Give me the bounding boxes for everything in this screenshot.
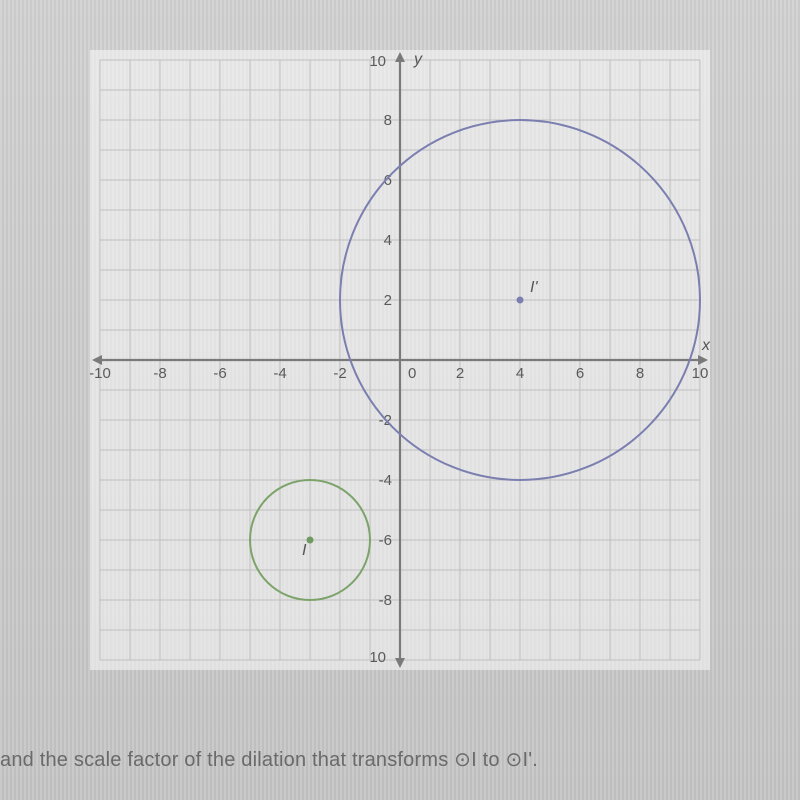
svg-text:2: 2 xyxy=(456,365,464,382)
svg-text:I: I xyxy=(302,542,307,559)
svg-text:10: 10 xyxy=(692,365,709,382)
svg-text:4: 4 xyxy=(384,232,392,249)
svg-text:10: 10 xyxy=(369,53,386,70)
svg-text:-6: -6 xyxy=(379,532,392,549)
svg-text:6: 6 xyxy=(576,365,584,382)
svg-text:-8: -8 xyxy=(153,365,166,382)
svg-text:-4: -4 xyxy=(273,365,286,382)
svg-text:0: 0 xyxy=(408,365,416,382)
svg-text:8: 8 xyxy=(384,112,392,129)
svg-text:-4: -4 xyxy=(379,472,392,489)
svg-text:-6: -6 xyxy=(213,365,226,382)
svg-text:-2: -2 xyxy=(333,365,346,382)
svg-text:-10: -10 xyxy=(90,365,111,382)
svg-text:I': I' xyxy=(530,279,538,296)
chart-svg: -10-8-6-4-20246810-8-6-4-224681010yxII' xyxy=(90,50,710,670)
svg-text:2: 2 xyxy=(384,292,392,309)
svg-text:8: 8 xyxy=(636,365,644,382)
svg-text:-8: -8 xyxy=(379,592,392,609)
svg-text:10: 10 xyxy=(369,649,386,666)
svg-text:y: y xyxy=(413,51,423,68)
svg-text:x: x xyxy=(701,337,710,354)
svg-text:4: 4 xyxy=(516,365,524,382)
coordinate-chart: -10-8-6-4-20246810-8-6-4-224681010yxII' xyxy=(90,50,710,670)
question-caption: and the scale factor of the dilation tha… xyxy=(0,747,538,772)
